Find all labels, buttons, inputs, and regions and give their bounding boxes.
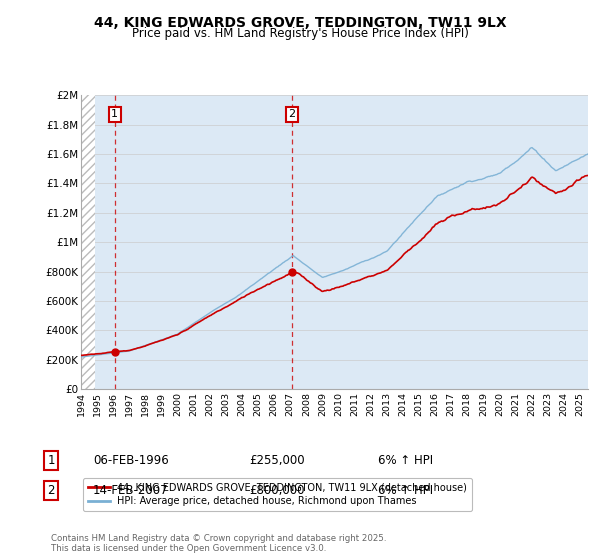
- Text: 14-FEB-2007: 14-FEB-2007: [93, 484, 169, 497]
- Text: 1: 1: [47, 454, 55, 467]
- Text: 2: 2: [47, 484, 55, 497]
- Text: 6% ↑ HPI: 6% ↑ HPI: [378, 484, 433, 497]
- Text: £800,000: £800,000: [249, 484, 305, 497]
- Text: 2: 2: [289, 109, 296, 119]
- Text: £255,000: £255,000: [249, 454, 305, 467]
- Text: 06-FEB-1996: 06-FEB-1996: [93, 454, 169, 467]
- Bar: [81, 66, 95, 389]
- Text: Contains HM Land Registry data © Crown copyright and database right 2025.
This d: Contains HM Land Registry data © Crown c…: [51, 534, 386, 553]
- Text: 6% ↑ HPI: 6% ↑ HPI: [378, 454, 433, 467]
- Text: 1: 1: [111, 109, 118, 119]
- Legend: 44, KING EDWARDS GROVE, TEDDINGTON, TW11 9LX (detached house), HPI: Average pric: 44, KING EDWARDS GROVE, TEDDINGTON, TW11…: [83, 478, 472, 511]
- Text: Price paid vs. HM Land Registry's House Price Index (HPI): Price paid vs. HM Land Registry's House …: [131, 27, 469, 40]
- Text: 44, KING EDWARDS GROVE, TEDDINGTON, TW11 9LX: 44, KING EDWARDS GROVE, TEDDINGTON, TW11…: [94, 16, 506, 30]
